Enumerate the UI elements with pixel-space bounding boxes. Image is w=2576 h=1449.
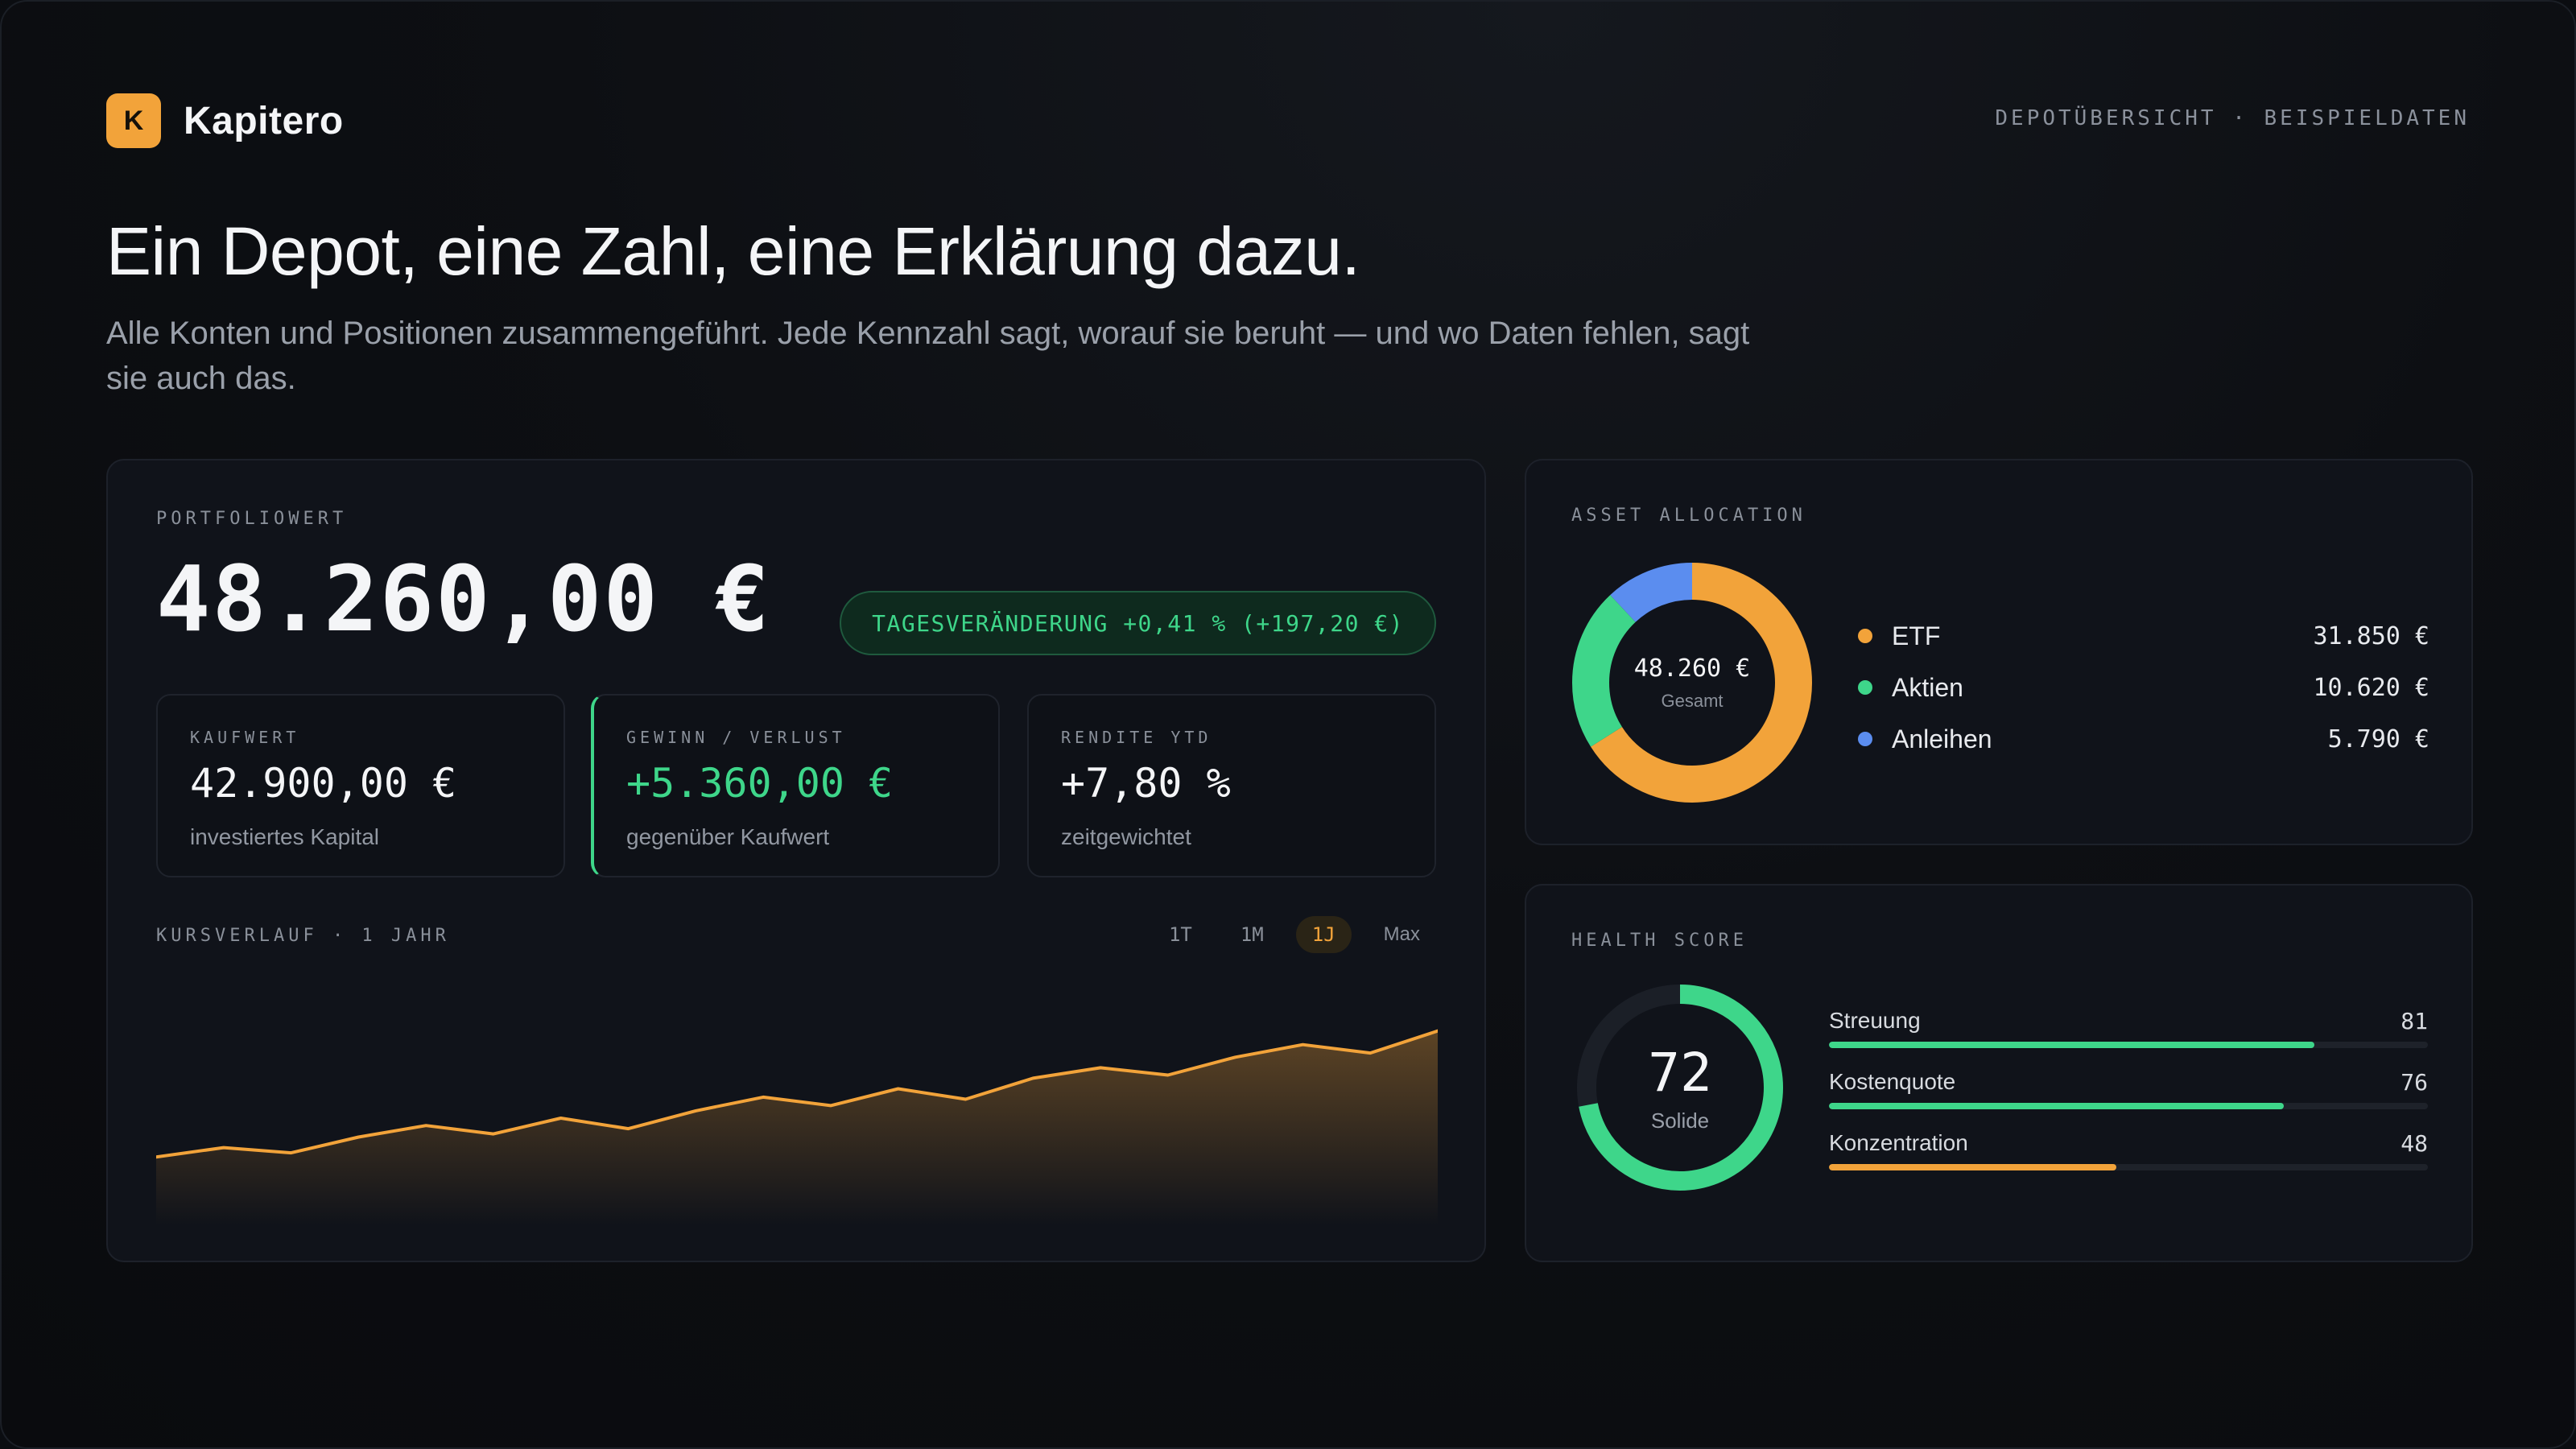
metric-value: 48: [2401, 1129, 2428, 1157]
stat-value: +7,80 %: [1061, 760, 1231, 807]
stat-profit-loss: GEWINN / VERLUST +5.360,00 € gegenüber K…: [591, 694, 1000, 877]
legend-name: Anleihen: [1892, 724, 1992, 753]
gauge-arc: [1577, 985, 1783, 1191]
legend-row-etf: ETF 31.850 €: [1858, 610, 2429, 662]
allocation-donut: 48.260 € Gesamt: [1570, 560, 1814, 805]
page-title: Ein Depot, eine Zahl, eine Erklärung daz…: [106, 213, 1360, 289]
page-context-label: DEPOTÜBERSICHT · BEISPIELDATEN: [1995, 106, 2470, 130]
range-button-1j[interactable]: 1J: [1295, 916, 1352, 953]
health-metrics: Streuung 81 Kostenquote 76 Konzentration…: [1829, 1005, 2428, 1188]
brand-logo: K: [106, 93, 161, 148]
portfolio-value-label: PORTFOLIOWERT: [156, 509, 348, 529]
asset-allocation-card: ASSET ALLOCATION 48.260 € Gesamt ETF 31.…: [1525, 459, 2473, 845]
metric-bar-track: [1829, 1164, 2428, 1170]
stat-note: gegenüber Kaufwert: [626, 824, 830, 849]
health-score-card: HEALTH SCORE 72 Solide Streuung 81 K: [1525, 884, 2473, 1262]
allocation-legend: ETF 31.850 € Aktien 10.620 € Anleihen 5.…: [1858, 610, 2429, 765]
day-change-badge: TAGESVERÄNDERUNG +0,41 % (+197,20 €): [840, 591, 1436, 655]
stat-value: 42.900,00 €: [190, 760, 457, 807]
stat-return-ytd: RENDITE YTD +7,80 % zeitgewichtet: [1027, 694, 1436, 877]
legend-name: Aktien: [1892, 672, 1963, 702]
donut-center: 48.260 € Gesamt: [1570, 560, 1814, 805]
brand[interactable]: K Kapitero: [106, 93, 344, 148]
range-button-1t[interactable]: 1T: [1168, 923, 1192, 946]
donut-slice-anleihen: [1572, 563, 1812, 803]
brand-name: Kapitero: [184, 99, 344, 142]
legend-row-anleihen: Anleihen 5.790 €: [1858, 713, 2429, 765]
stat-value: +5.360,00 €: [626, 760, 894, 807]
legend-dot: [1858, 732, 1872, 746]
range-selector: 1T 1M 1J Max: [1137, 916, 1436, 953]
health-score-value: 72: [1648, 1042, 1712, 1104]
metric-name: Konzentration: [1829, 1130, 1968, 1155]
metric-name: Streuung: [1829, 1008, 1921, 1033]
legend-value: 10.620 €: [2313, 673, 2430, 702]
price-chart: [156, 1029, 1438, 1225]
range-button-1m[interactable]: 1M: [1240, 923, 1264, 946]
allocation-label: ASSET ALLOCATION: [1571, 506, 1806, 526]
range-button-max[interactable]: Max: [1383, 923, 1420, 945]
metric-kostenquote: Kostenquote 76: [1829, 1066, 2428, 1127]
health-label: HEALTH SCORE: [1571, 931, 1748, 951]
metric-bar-fill: [1829, 1103, 2285, 1109]
metric-bar-track: [1829, 1042, 2428, 1048]
stat-label: RENDITE YTD: [1061, 728, 1212, 747]
metric-streuung: Streuung 81: [1829, 1005, 2428, 1066]
chart-label: KURSVERLAUF · 1 JAHR: [156, 926, 450, 946]
chart-line: [156, 1029, 1438, 1159]
metric-bar-fill: [1829, 1042, 2314, 1048]
metric-bar-track: [1829, 1103, 2428, 1109]
stat-note: zeitgewichtet: [1061, 824, 1191, 849]
donut-slice-aktien: [1572, 563, 1812, 803]
gauge-center: 72 Solide: [1571, 979, 1789, 1196]
stat-note: investiertes Kapital: [190, 824, 380, 849]
allocation-total-label: Gesamt: [1661, 690, 1724, 711]
metric-value: 76: [2401, 1068, 2428, 1096]
allocation-total: 48.260 €: [1633, 654, 1751, 683]
metric-konzentration: Konzentration 48: [1829, 1127, 2428, 1188]
page-subtitle: Alle Konten und Positionen zusammengefüh…: [106, 316, 1750, 396]
stat-label: KAUFWERT: [190, 728, 300, 747]
portfolio-card: PORTFOLIOWERT 48.260,00 € TAGESVERÄNDERU…: [106, 459, 1486, 1262]
health-score-status: Solide: [1650, 1108, 1710, 1133]
chart-area: [156, 1030, 1438, 1225]
legend-value: 31.850 €: [2313, 621, 2430, 650]
metric-value: 81: [2401, 1007, 2428, 1034]
portfolio-value: 48.260,00 €: [156, 547, 771, 652]
metric-bar-fill: [1829, 1164, 2117, 1170]
stat-purchase-value: KAUFWERT 42.900,00 € investiertes Kapita…: [156, 694, 565, 877]
allocation-donut-chart: [1572, 563, 1812, 803]
legend-value: 5.790 €: [2327, 724, 2429, 753]
legend-dot: [1858, 629, 1872, 643]
health-gauge: 72 Solide: [1571, 979, 1789, 1196]
stat-label: GEWINN / VERLUST: [626, 728, 846, 747]
metric-name: Kostenquote: [1829, 1069, 1956, 1094]
health-gauge-ring: [1577, 985, 1783, 1191]
legend-row-aktien: Aktien 10.620 €: [1858, 662, 2429, 713]
legend-name: ETF: [1892, 621, 1941, 650]
legend-dot: [1858, 680, 1872, 695]
